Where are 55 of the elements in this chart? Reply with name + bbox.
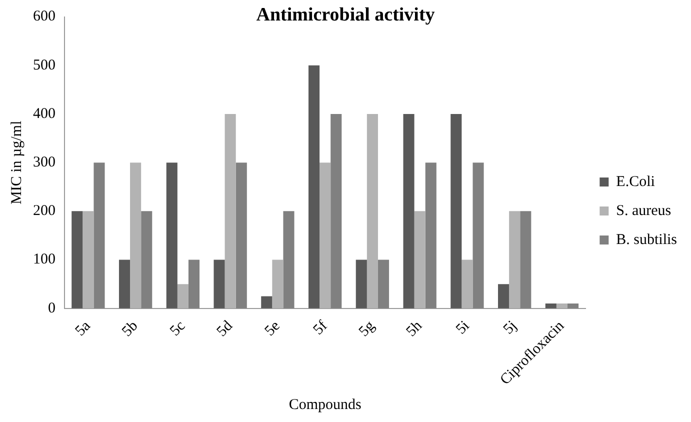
- bar: [82, 211, 94, 308]
- legend-label: S. aureus: [616, 202, 672, 219]
- x-tick-label: 5b: [119, 318, 142, 340]
- bar: [520, 211, 532, 308]
- y-tick-label: 300: [33, 154, 56, 171]
- bar: [177, 284, 188, 308]
- y-tick-label: 0: [48, 300, 56, 316]
- bar: [545, 304, 556, 308]
- x-tick-label: 5h: [404, 318, 426, 340]
- x-tick-label: 5d: [214, 318, 236, 340]
- legend-label: B. subtilis: [616, 232, 678, 248]
- bar: [236, 162, 247, 308]
- y-tick-label: 600: [33, 8, 56, 25]
- x-tick-label: 5i: [453, 318, 473, 338]
- bar: [272, 260, 284, 308]
- bar: [330, 114, 342, 308]
- bar: [283, 211, 294, 308]
- bar: [378, 260, 390, 308]
- x-axis-title: Compounds: [288, 396, 362, 413]
- bar: [556, 304, 568, 308]
- x-tick-label: 5e: [262, 318, 284, 340]
- y-tick-label: 400: [33, 106, 56, 122]
- bar: [130, 162, 142, 308]
- bar: [366, 114, 378, 308]
- bar: [72, 211, 83, 308]
- legend-label: E.Coli: [616, 174, 655, 190]
- bar: [308, 65, 320, 308]
- bar: [94, 162, 105, 308]
- bar: [320, 162, 331, 308]
- bar: [141, 211, 152, 308]
- chart-title: Antimicrobial activity: [256, 4, 436, 26]
- y-tick-label: 200: [33, 203, 56, 220]
- bar: [414, 211, 426, 308]
- bar: [403, 114, 414, 308]
- x-tick-label: 5a: [72, 318, 94, 340]
- bar: [509, 211, 520, 308]
- bar: [498, 284, 510, 308]
- bar: [462, 260, 473, 308]
- bar: [166, 162, 178, 308]
- bar: [261, 296, 272, 308]
- bar: [118, 260, 130, 308]
- x-tick-label: 5c: [167, 318, 189, 340]
- y-tick-label: 100: [33, 252, 56, 268]
- x-tick-label: 5g: [356, 318, 378, 340]
- bar: [188, 260, 200, 308]
- bar: [224, 114, 236, 308]
- y-tick-label: 500: [33, 57, 56, 74]
- bar: [472, 162, 484, 308]
- bar: [356, 260, 367, 308]
- bar: [214, 260, 225, 308]
- y-axis-title: MIC in µg/ml: [8, 120, 25, 204]
- bar: [425, 162, 436, 308]
- x-tick-label: 5f: [310, 318, 331, 338]
- bar: [567, 304, 579, 308]
- bar: [450, 114, 462, 308]
